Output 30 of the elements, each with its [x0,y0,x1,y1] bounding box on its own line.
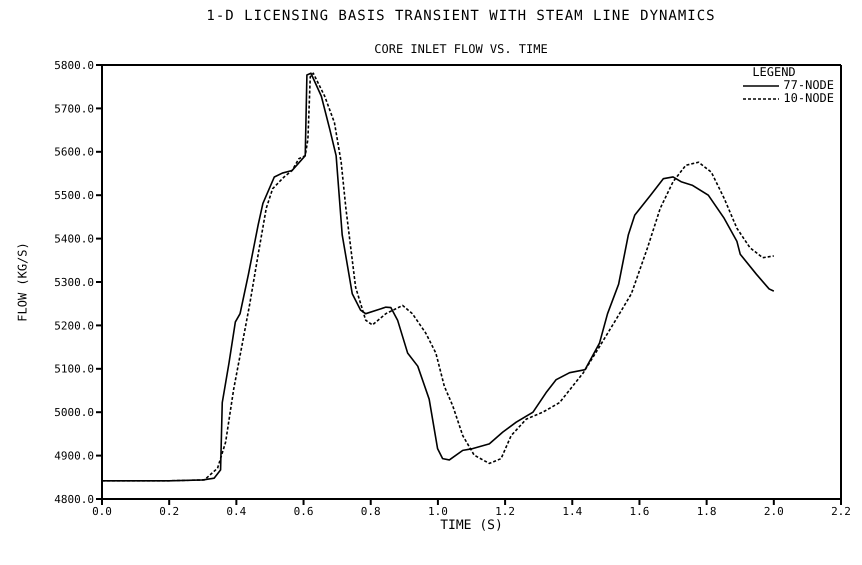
x-tick-label: 1.6 [630,504,650,518]
y-tick-label: 5200.0 [54,319,94,332]
legend-title: LEGEND [751,65,797,79]
x-tick-label: 1.4 [562,504,583,518]
x-tick-label: 1.2 [495,504,516,518]
x-tick-label: 2.2 [831,504,851,518]
y-tick-label: 4800.0 [54,492,94,506]
x-axis-title: TIME (S) [440,518,503,533]
y-tick-label: 5500.0 [54,189,94,202]
x-tick-label: 1.8 [696,504,717,518]
y-tick-label: 5400.0 [54,232,94,246]
x-tick-label: 1.0 [428,504,448,518]
y-tick-label: 4900.0 [54,450,94,463]
y-tick-label: 5000.0 [54,406,94,420]
y-tick-label: 5800.0 [54,58,94,72]
y-axis-title: FLOW (KG/S) [15,242,30,322]
x-tick-label: 0.8 [360,504,381,518]
legend-label: 77-NODE [783,78,834,92]
chart-title: 1-D LICENSING BASIS TRANSIENT WITH STEAM LINE DYNAMICS [205,8,717,24]
y-tick-label: 5600.0 [54,146,94,159]
legend-label: 10-NODE [783,91,834,105]
chart-subtitle: CORE INLET FLOW VS. TIME [373,42,549,56]
y-tick-label: 5100.0 [54,362,94,376]
x-tick-label: 0.2 [159,504,180,518]
y-tick-label: 5300.0 [54,276,94,289]
y-tick-label: 5700.0 [54,102,94,116]
x-tick-label: 0.6 [294,504,314,518]
x-tick-label: 0.0 [92,504,112,518]
x-tick-label: 2.0 [764,504,784,518]
x-tick-label: 0.4 [226,504,247,518]
